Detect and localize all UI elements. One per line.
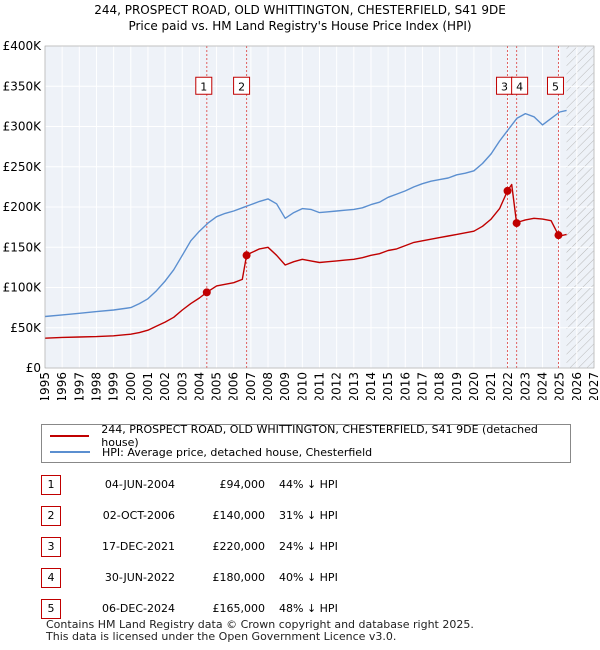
hpi-line xyxy=(44,109,567,318)
y-tick-label: £300K xyxy=(3,120,43,134)
sale-label-number: 1 xyxy=(200,80,207,93)
sale-point xyxy=(503,186,512,195)
sale-label-number: 2 xyxy=(238,80,245,93)
legend: 244, PROSPECT ROAD, OLD WHITTINGTON, CHE… xyxy=(41,423,571,463)
x-tick-label: 2006 xyxy=(227,372,241,400)
x-tick-label: 2015 xyxy=(381,372,395,400)
price-chart: £0 £50K £100K £150K £200K £250K £300K £350K £400… xyxy=(3,39,600,400)
y-tick-label: £350K xyxy=(3,79,43,93)
footer-copyright: Contains HM Land Registry data © Crown c… xyxy=(46,618,474,631)
sale-hpi-diff: 24% ↓ HPI xyxy=(279,540,338,553)
x-tick-label: 2002 xyxy=(158,372,172,400)
y-tick-label: £400K xyxy=(3,39,43,53)
x-tick-label: 2018 xyxy=(433,372,447,400)
legend-label-hpi: HPI: Average price, detached house, Ches… xyxy=(102,445,373,459)
x-tick-label: 2000 xyxy=(124,372,138,400)
table-row: 1 04-JUN-2004 £94,000 44% ↓ HPI xyxy=(41,475,441,495)
plot-border xyxy=(44,45,595,369)
sale-hpi-diff: 31% ↓ HPI xyxy=(279,509,338,522)
y-tick-label: £100K xyxy=(3,281,43,295)
table-row: 2 02-OCT-2006 £140,000 31% ↓ HPI xyxy=(41,506,441,526)
x-tick-label: 1999 xyxy=(107,372,121,400)
sale-date: 30-JUN-2022 xyxy=(104,571,175,584)
sale-price: £180,000 xyxy=(212,571,266,584)
x-tick-label: 2008 xyxy=(261,372,275,400)
sale-hpi-diff: 48% ↓ HPI xyxy=(279,602,338,615)
sale-marker-box: 3 xyxy=(41,537,61,557)
sale-label-box xyxy=(195,76,213,95)
x-tick-label: 1997 xyxy=(72,372,86,400)
table-row: 5 06-DEC-2024 £165,000 48% ↓ HPI xyxy=(41,599,441,619)
x-tick-label: 2013 xyxy=(347,372,361,400)
sale-label-number: 3 xyxy=(501,80,508,93)
sale-date: 04-JUN-2004 xyxy=(104,478,175,491)
x-tick-label: 2022 xyxy=(501,372,515,400)
sale-label-box xyxy=(511,76,529,95)
x-tick-label: 2025 xyxy=(553,372,567,400)
sale-point xyxy=(242,251,251,260)
x-tick-label: 2024 xyxy=(536,372,550,400)
x-tick-label: 2004 xyxy=(192,372,206,400)
y-tick-label: £250K xyxy=(3,160,43,174)
sale-hpi-diff: 44% ↓ HPI xyxy=(279,478,338,491)
x-tick-label: 2010 xyxy=(295,372,309,400)
sale-hpi-diff: 40% ↓ HPI xyxy=(279,571,338,584)
x-tick-label: 2019 xyxy=(450,372,464,400)
sale-price: £165,000 xyxy=(212,602,266,615)
x-tick-label: 2001 xyxy=(141,372,155,400)
y-tick-label: £200K xyxy=(3,200,43,214)
x-tick-label: 2016 xyxy=(398,372,412,400)
sale-marker-box: 4 xyxy=(41,568,61,588)
sale-price: £94,000 xyxy=(219,478,266,491)
sale-marker-box: 5 xyxy=(41,599,61,619)
sale-date: 17-DEC-2021 xyxy=(101,540,175,553)
chart-subtitle: Price paid vs. HM Land Registry's House … xyxy=(128,19,472,33)
sale-price: £220,000 xyxy=(212,540,266,553)
x-tick-label: 2027 xyxy=(587,372,600,400)
legend-item-property: 244, PROSPECT ROAD, OLD WHITTINGTON, CHE… xyxy=(50,423,570,449)
x-tick-label: 2012 xyxy=(330,372,344,400)
y-tick-label: £0 xyxy=(26,361,41,375)
sale-point xyxy=(554,231,563,240)
sale-point xyxy=(202,288,211,297)
x-tick-label: 2011 xyxy=(313,372,327,400)
sale-label-box xyxy=(546,76,564,95)
legend-label-property: 244, PROSPECT ROAD, OLD WHITTINGTON, CHE… xyxy=(101,423,538,449)
x-tick-label: 2003 xyxy=(175,372,189,400)
x-tick-label: 2017 xyxy=(415,372,429,400)
chart-title: 244, PROSPECT ROAD, OLD WHITTINGTON, CHE… xyxy=(94,3,506,17)
x-tick-label: 2023 xyxy=(518,372,532,400)
legend-swatch-property xyxy=(50,435,90,437)
sale-marker-box: 2 xyxy=(41,506,61,526)
x-tick-label: 1996 xyxy=(55,372,69,400)
sale-label-number: 4 xyxy=(516,80,523,93)
footer-license: This data is licensed under the Open Gov… xyxy=(46,630,397,643)
sale-label-box xyxy=(233,76,251,95)
x-tick-label: 1995 xyxy=(38,372,52,400)
sale-date: 02-OCT-2006 xyxy=(102,509,175,522)
sale-price: £140,000 xyxy=(212,509,266,522)
table-row: 3 17-DEC-2021 £220,000 24% ↓ HPI xyxy=(41,537,441,557)
sale-label-number: 5 xyxy=(552,80,559,93)
table-row: 4 30-JUN-2022 £180,000 40% ↓ HPI xyxy=(41,568,441,588)
legend-item-hpi: HPI: Average price, detached house, Ches… xyxy=(50,444,372,460)
sale-date: 06-DEC-2024 xyxy=(101,602,175,615)
y-tick-label: £150K xyxy=(3,240,43,254)
legend-swatch-hpi xyxy=(50,451,90,453)
x-tick-label: 2020 xyxy=(467,372,481,400)
x-tick-label: 2014 xyxy=(364,372,378,400)
x-tick-label: 2007 xyxy=(244,372,258,400)
sale-marker-box: 1 xyxy=(41,475,61,495)
x-tick-label: 2005 xyxy=(210,372,224,400)
x-tick-label: 2009 xyxy=(278,372,292,400)
sale-point xyxy=(512,219,521,228)
x-tick-label: 1998 xyxy=(89,372,103,400)
y-tick-label: £50K xyxy=(10,321,42,335)
x-tick-label: 2021 xyxy=(484,372,498,400)
x-tick-label: 2026 xyxy=(570,372,584,400)
